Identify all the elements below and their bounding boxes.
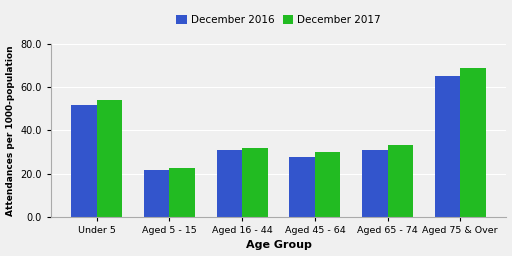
Bar <box>362 150 388 217</box>
Bar <box>460 68 486 217</box>
X-axis label: Age Group: Age Group <box>246 240 311 250</box>
Bar <box>388 145 413 217</box>
Bar <box>217 150 242 217</box>
Bar <box>169 168 195 217</box>
Bar <box>71 105 97 217</box>
Bar <box>435 76 460 217</box>
Bar <box>144 170 169 217</box>
Bar <box>289 157 315 217</box>
Legend: December 2016, December 2017: December 2016, December 2017 <box>172 11 385 29</box>
Y-axis label: Attendances per 1000-population: Attendances per 1000-population <box>6 45 14 216</box>
Bar <box>242 148 268 217</box>
Bar <box>315 152 340 217</box>
Bar <box>97 100 122 217</box>
